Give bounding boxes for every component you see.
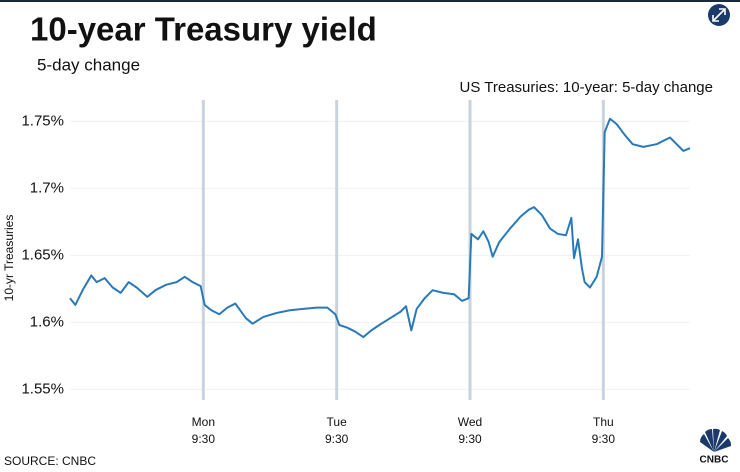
y-tick-label: 1.7% — [30, 179, 64, 196]
chart-title: 10-year Treasury yield — [30, 11, 377, 48]
x-tick-label: Mon 9:30 — [191, 415, 215, 446]
x-tick-label: Thu 9:30 — [591, 415, 615, 446]
source: SOURCE: CNBC — [4, 454, 96, 468]
chart-subtitle: 5-day change — [37, 55, 140, 74]
legend-label: US Treasuries: 10-year: 5-day change — [460, 79, 713, 96]
logo-text: CNBC — [700, 455, 729, 466]
y-tick-label: 1.6% — [30, 313, 64, 330]
x-tick-label: Wed 9:30 — [457, 415, 483, 446]
expand-icon[interactable] — [708, 4, 730, 26]
line-series — [69, 117, 691, 339]
x-tick-label: Tue 9:30 — [324, 415, 349, 446]
y-tick-label: 1.75% — [21, 112, 64, 129]
cnbc-peacock — [700, 428, 732, 452]
y-axis-label: 10-yr Treasuries — [2, 215, 16, 302]
y-tick-label: 1.65% — [21, 246, 64, 263]
y-tick-label: 1.55% — [21, 380, 64, 397]
